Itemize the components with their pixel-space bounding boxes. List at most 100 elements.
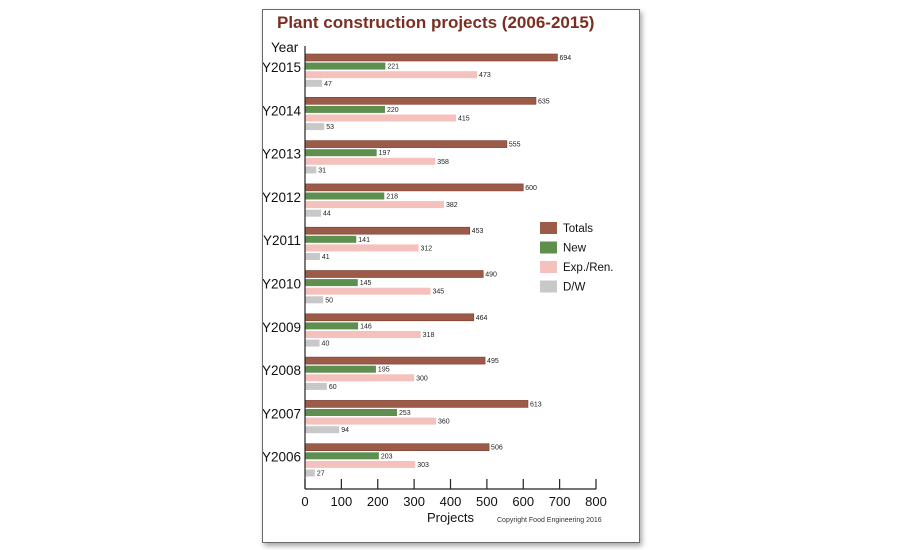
bar-exp-ren	[305, 287, 431, 295]
value-label: 60	[329, 384, 337, 391]
value-label: 146	[360, 323, 372, 330]
value-label: 345	[432, 289, 444, 296]
value-label: 41	[322, 254, 330, 261]
bar-d-w	[305, 426, 340, 434]
value-label: 44	[323, 211, 331, 218]
bar-new	[305, 322, 359, 330]
x-tick-label: 100	[331, 494, 353, 509]
legend-swatch	[540, 222, 557, 234]
bar-d-w	[305, 166, 317, 174]
bar-new	[305, 149, 377, 157]
legend-label: Totals	[563, 223, 593, 235]
bar-chart: Plant construction projects (2006-2015) …	[263, 13, 614, 525]
bar-new	[305, 409, 398, 416]
value-label: 145	[360, 280, 372, 287]
bar-exp-ren	[305, 331, 421, 338]
x-axis-label: Projects	[427, 510, 474, 525]
category-label: Y2013	[263, 147, 301, 162]
bar-new	[305, 452, 379, 460]
bar-exp-ren	[305, 417, 436, 425]
value-label: 473	[479, 72, 491, 79]
value-label: 453	[472, 228, 484, 235]
category-label: Y2010	[263, 277, 301, 292]
bar-d-w	[305, 79, 323, 87]
x-tick-label: 400	[440, 494, 462, 509]
chart-title: Plant construction projects (2006-2015)	[277, 13, 594, 32]
bar-totals	[304, 356, 486, 365]
x-tick-label: 700	[549, 494, 571, 509]
copyright-note: Copyright Food Engineering 2016	[497, 517, 602, 524]
value-label: 31	[318, 167, 326, 174]
bar-new	[305, 365, 376, 373]
value-label: 495	[487, 358, 499, 365]
category-label: Y2015	[263, 60, 301, 75]
value-label: 253	[399, 410, 411, 417]
bar-new	[305, 235, 357, 243]
value-label: 221	[387, 64, 399, 71]
value-label: 40	[322, 341, 330, 348]
bar-new	[305, 192, 385, 200]
bar-d-w	[305, 469, 315, 477]
value-label: 203	[381, 453, 393, 460]
category-label: Y2007	[263, 406, 301, 421]
x-tick-label: 600	[512, 494, 534, 509]
value-label: 318	[423, 332, 435, 339]
bar-exp-ren	[305, 244, 419, 252]
bar-new	[305, 105, 386, 113]
value-label: 613	[530, 401, 542, 408]
bar-exp-ren	[305, 71, 478, 79]
x-tick-label: 500	[476, 494, 498, 509]
category-label: Y2011	[263, 233, 301, 248]
value-label: 94	[341, 427, 349, 434]
value-label: 382	[446, 202, 458, 209]
chart-card: Plant construction projects (2006-2015) …	[262, 9, 640, 543]
value-label: 218	[386, 194, 398, 201]
value-label: 555	[509, 142, 521, 149]
bar-d-w	[305, 296, 324, 304]
legend-label: New	[563, 243, 587, 255]
value-label: 490	[485, 272, 497, 279]
y-axis-label: Year	[271, 40, 299, 55]
value-label: 312	[420, 245, 432, 252]
value-label: 635	[538, 98, 550, 105]
bar-totals	[304, 270, 484, 278]
value-label: 600	[525, 185, 537, 192]
value-label: 415	[458, 116, 470, 123]
value-label: 197	[379, 150, 391, 157]
value-label: 47	[324, 81, 332, 88]
category-label: Y2012	[263, 190, 301, 205]
value-label: 464	[476, 315, 488, 322]
category-label: Y2009	[263, 320, 301, 335]
bar-exp-ren	[305, 114, 456, 122]
value-label: 27	[317, 471, 325, 478]
value-label: 694	[559, 55, 571, 62]
bar-totals	[304, 97, 537, 105]
category-label: Y2006	[263, 450, 301, 465]
bar-totals	[304, 400, 529, 408]
bar-totals	[304, 443, 490, 452]
bar-totals	[304, 140, 508, 148]
value-label: 50	[325, 297, 333, 304]
bar-totals	[304, 226, 471, 235]
value-label: 358	[437, 159, 449, 166]
x-tick-label: 300	[403, 494, 425, 509]
value-label: 195	[378, 367, 390, 374]
value-label: 506	[491, 445, 503, 452]
bar-totals	[304, 183, 524, 192]
bar-new	[305, 279, 358, 287]
bar-d-w	[305, 209, 322, 217]
x-tick-label: 200	[367, 494, 389, 509]
value-label: 220	[387, 107, 399, 114]
x-tick-label: 0	[301, 494, 308, 509]
legend-swatch	[540, 280, 557, 293]
value-label: 360	[438, 419, 450, 426]
legend-swatch	[540, 241, 557, 254]
x-tick-label: 800	[585, 494, 607, 509]
bar-exp-ren	[305, 157, 436, 165]
value-label: 53	[326, 124, 334, 131]
bar-totals	[304, 53, 558, 62]
bar-d-w	[305, 382, 327, 390]
bar-d-w	[305, 123, 325, 131]
bar-new	[305, 62, 386, 70]
legend-label: D/W	[563, 282, 586, 294]
